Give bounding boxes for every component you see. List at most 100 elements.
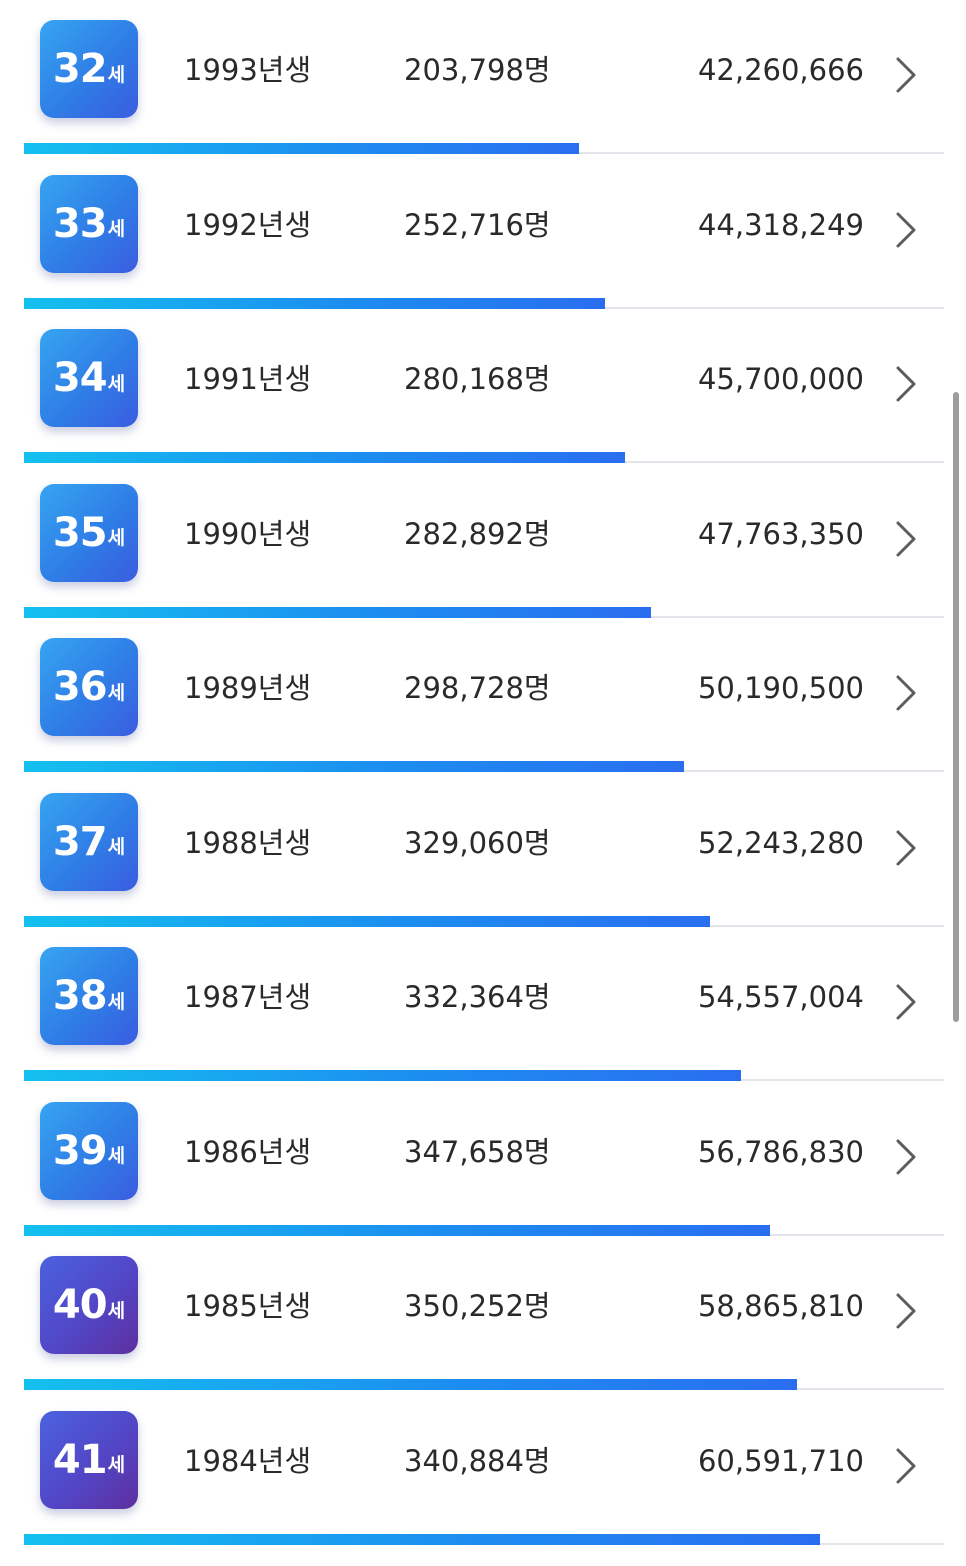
age-number: 32 [52,46,108,92]
population-count: 282,892명 [404,516,551,551]
chevron-right-icon[interactable] [891,519,921,559]
population-count: 340,884명 [404,1443,551,1478]
list-item: 41 세 1984년생 340,884명 60,591,710 [0,1391,966,1546]
age-badge: 38 세 [40,947,138,1045]
age-row-34[interactable]: 34 세 1991년생 280,168명 45,700,000 [0,309,966,464]
age-badge: 35 세 [40,483,138,582]
chevron-right-icon[interactable] [891,828,921,868]
progress-bar [24,1070,741,1081]
age-row-40[interactable]: 40 세 1985년생 350,252명 58,865,810 [0,1236,966,1391]
list-item: 40 세 1985년생 350,252명 58,865,810 [0,1236,966,1391]
population-count: 252,716명 [404,207,551,242]
age-unit: 세 [107,1299,126,1322]
chevron-right-icon[interactable] [891,982,921,1022]
progress-track [24,1379,944,1390]
average-amount: 42,260,666 [697,53,864,87]
population-count: 329,060명 [404,825,551,860]
progress-track [24,1533,944,1545]
progress-bar [24,915,711,927]
chevron-right-icon[interactable] [891,1137,921,1177]
age-unit: 세 [107,990,126,1013]
progress-track [24,1224,944,1236]
progress-bar [24,143,579,154]
age-row-33[interactable]: 33 세 1992년생 252,716명 44,318,249 [0,155,966,310]
age-badge: 33 세 [40,174,138,273]
progress-track [24,606,944,618]
progress-bar [24,761,684,772]
average-amount: 56,786,830 [697,1134,864,1169]
age-unit: 세 [107,1145,126,1167]
list-item: 37 세 1988년생 329,060명 52,243,280 [0,773,966,928]
average-amount: 50,190,500 [697,671,864,705]
birth-year: 1991년생 [184,362,312,396]
age-row-37[interactable]: 37 세 1988년생 329,060명 52,243,280 [0,773,966,928]
average-amount: 58,865,810 [697,1289,864,1323]
age-unit: 세 [107,1454,126,1476]
population-count: 350,252명 [404,1289,551,1323]
chevron-right-icon[interactable] [891,364,921,404]
age-badge: 39 세 [40,1101,138,1200]
age-unit: 세 [107,372,126,395]
progress-bar [24,452,625,463]
age-row-36[interactable]: 36 세 1989년생 298,728명 50,190,500 [0,618,966,773]
average-amount: 54,557,004 [697,980,864,1014]
age-unit: 세 [107,681,126,704]
age-row-41[interactable]: 41 세 1984년생 340,884명 60,591,710 [0,1391,966,1546]
population-count: 203,798명 [404,53,551,87]
progress-track [24,1070,944,1081]
age-number: 38 [52,973,108,1019]
average-amount: 47,763,350 [697,516,864,551]
birth-year: 1993년생 [184,53,312,87]
age-badge: 34 세 [40,329,138,427]
progress-track [24,452,944,463]
list-item: 36 세 1989년생 298,728명 50,190,500 [0,618,966,773]
scrollbar[interactable] [953,392,959,1022]
population-count: 347,658명 [404,1134,551,1169]
birth-year: 1986년생 [184,1134,312,1169]
age-number: 37 [52,818,108,865]
chevron-right-icon[interactable] [891,1446,921,1486]
list-item: 38 세 1987년생 332,364명 54,557,004 [0,927,966,1082]
progress-track [24,915,944,927]
progress-bar [24,1533,820,1545]
progress-bar [24,1379,797,1390]
population-count: 280,168명 [404,362,551,396]
progress-track [24,297,944,309]
birth-year: 1987년생 [184,980,312,1014]
age-number: 34 [52,355,108,401]
list-item: 35 세 1990년생 282,892명 47,763,350 [0,464,966,619]
age-unit: 세 [107,836,126,858]
chevron-right-icon[interactable] [891,55,921,95]
age-badge: 36 세 [40,638,138,736]
population-count: 332,364명 [404,980,551,1014]
population-count: 298,728명 [404,671,551,705]
list-item: 34 세 1991년생 280,168명 45,700,000 [0,309,966,464]
list-item: 32 세 1993년생 203,798명 42,260,666 [0,0,966,155]
age-number: 39 [52,1127,108,1174]
age-number: 35 [52,509,108,556]
age-badge: 37 세 [40,792,138,891]
age-number: 41 [52,1436,108,1483]
age-badge: 40 세 [40,1256,138,1354]
chevron-right-icon[interactable] [891,673,921,713]
list-item: 39 세 1986년생 347,658명 56,786,830 [0,1082,966,1237]
age-unit: 세 [107,527,126,549]
progress-track [24,761,944,772]
age-row-38[interactable]: 38 세 1987년생 332,364명 54,557,004 [0,927,966,1082]
age-row-32[interactable]: 32 세 1993년생 203,798명 42,260,666 [0,0,966,155]
average-amount: 60,591,710 [697,1443,864,1478]
progress-bar [24,1224,771,1236]
birth-year: 1984년생 [184,1443,312,1478]
chevron-right-icon[interactable] [891,210,921,250]
age-number: 33 [52,200,108,247]
age-badge: 32 세 [40,20,138,118]
age-row-35[interactable]: 35 세 1990년생 282,892명 47,763,350 [0,464,966,619]
progress-bar [24,606,652,618]
average-amount: 45,700,000 [697,362,864,396]
birth-year: 1989년생 [184,671,312,705]
chevron-right-icon[interactable] [891,1291,921,1331]
birth-year: 1990년생 [184,516,312,551]
age-row-39[interactable]: 39 세 1986년생 347,658명 56,786,830 [0,1082,966,1237]
average-amount: 44,318,249 [697,207,864,242]
